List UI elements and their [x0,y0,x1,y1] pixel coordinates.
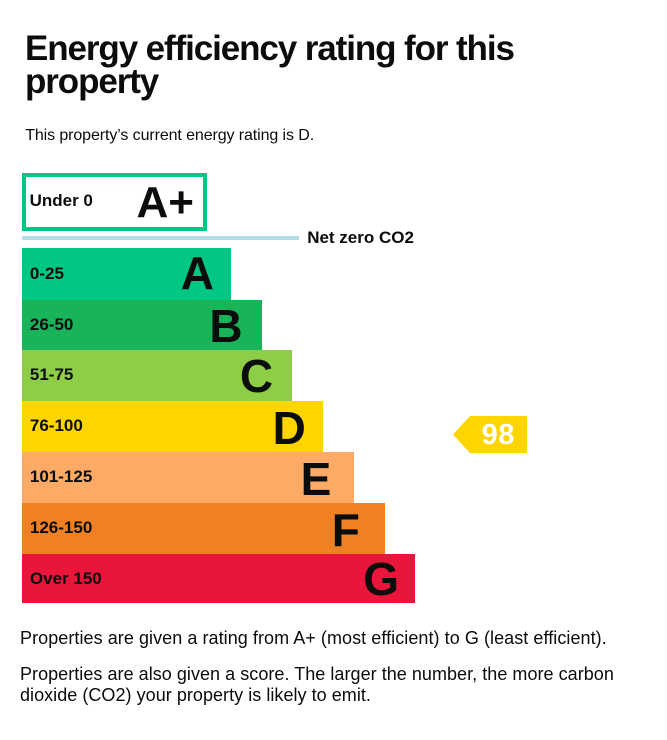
svg-text:98: 98 [482,419,515,451]
